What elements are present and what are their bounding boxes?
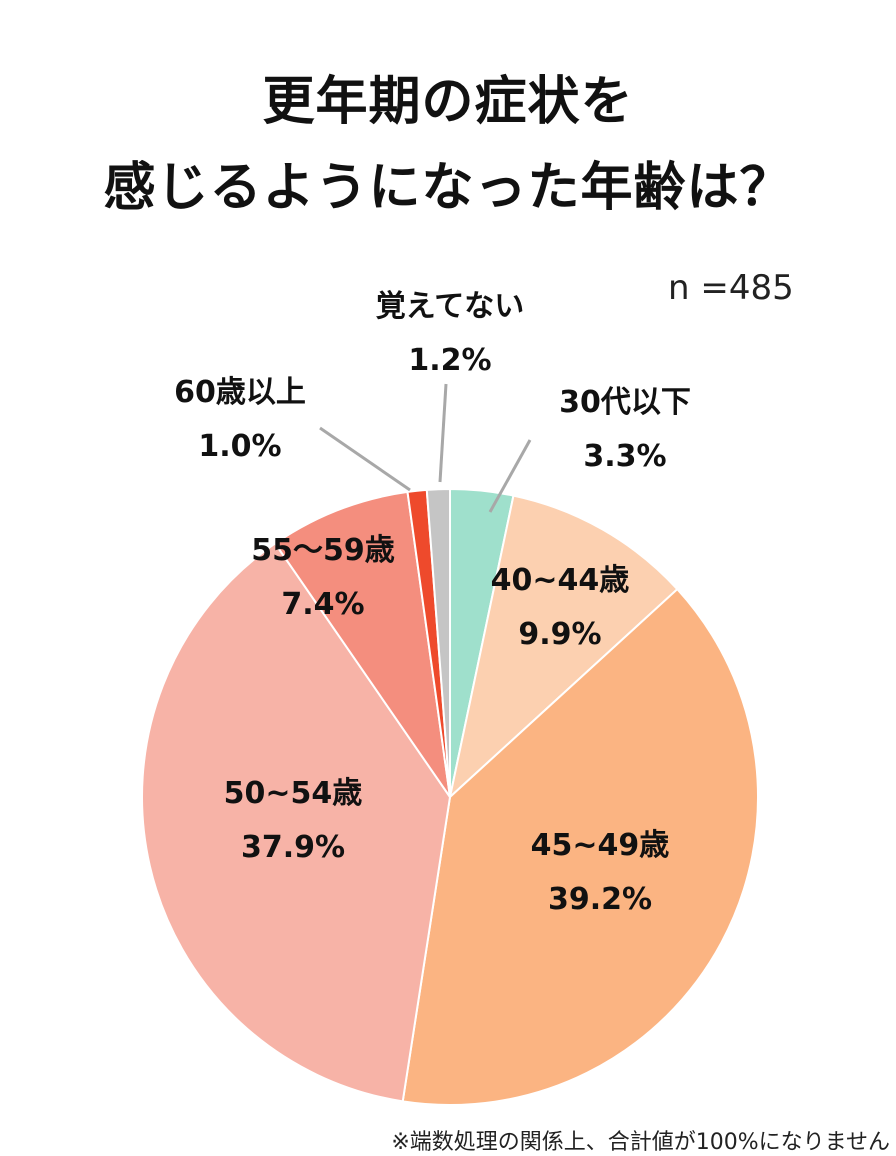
slice-value-label: 39.2% xyxy=(548,882,652,917)
slice-value-label: 9.9% xyxy=(518,617,601,652)
slice-category-label: 覚えてない xyxy=(376,289,525,324)
pie-slice xyxy=(448,494,679,800)
slice-category-label: 40~44歳 xyxy=(491,563,630,598)
leader-line xyxy=(319,426,411,492)
pie-slice xyxy=(141,542,452,1103)
slice-category-label: 60歳以上 xyxy=(174,375,306,410)
slice-value-label: 3.3% xyxy=(583,439,666,474)
pie-slice xyxy=(401,587,759,1106)
chart-title-line-1: 更年期の症状を xyxy=(262,72,634,132)
leader-line xyxy=(488,439,532,513)
slice-value-label: 1.0% xyxy=(198,429,281,464)
slice-value-label: 1.2% xyxy=(408,343,491,378)
pie-slice xyxy=(425,487,451,798)
leader-line xyxy=(438,383,448,483)
chart-title-line-2: 感じるようになった年齢は？ xyxy=(103,158,793,218)
slice-category-label: 45~49歳 xyxy=(531,828,670,863)
slice-category-label: 55〜59歳 xyxy=(251,533,395,568)
pie-slice xyxy=(273,490,451,798)
slice-value-label: 37.9% xyxy=(241,830,345,865)
sample-size: n =485 xyxy=(668,268,794,308)
slice-category-label: 30代以下 xyxy=(559,385,691,420)
slice-value-label: 7.4% xyxy=(281,587,364,622)
footnote: ※端数処理の関係上、合計値が100%になりません xyxy=(391,1130,890,1155)
slice-category-label: 50~54歳 xyxy=(224,776,363,811)
